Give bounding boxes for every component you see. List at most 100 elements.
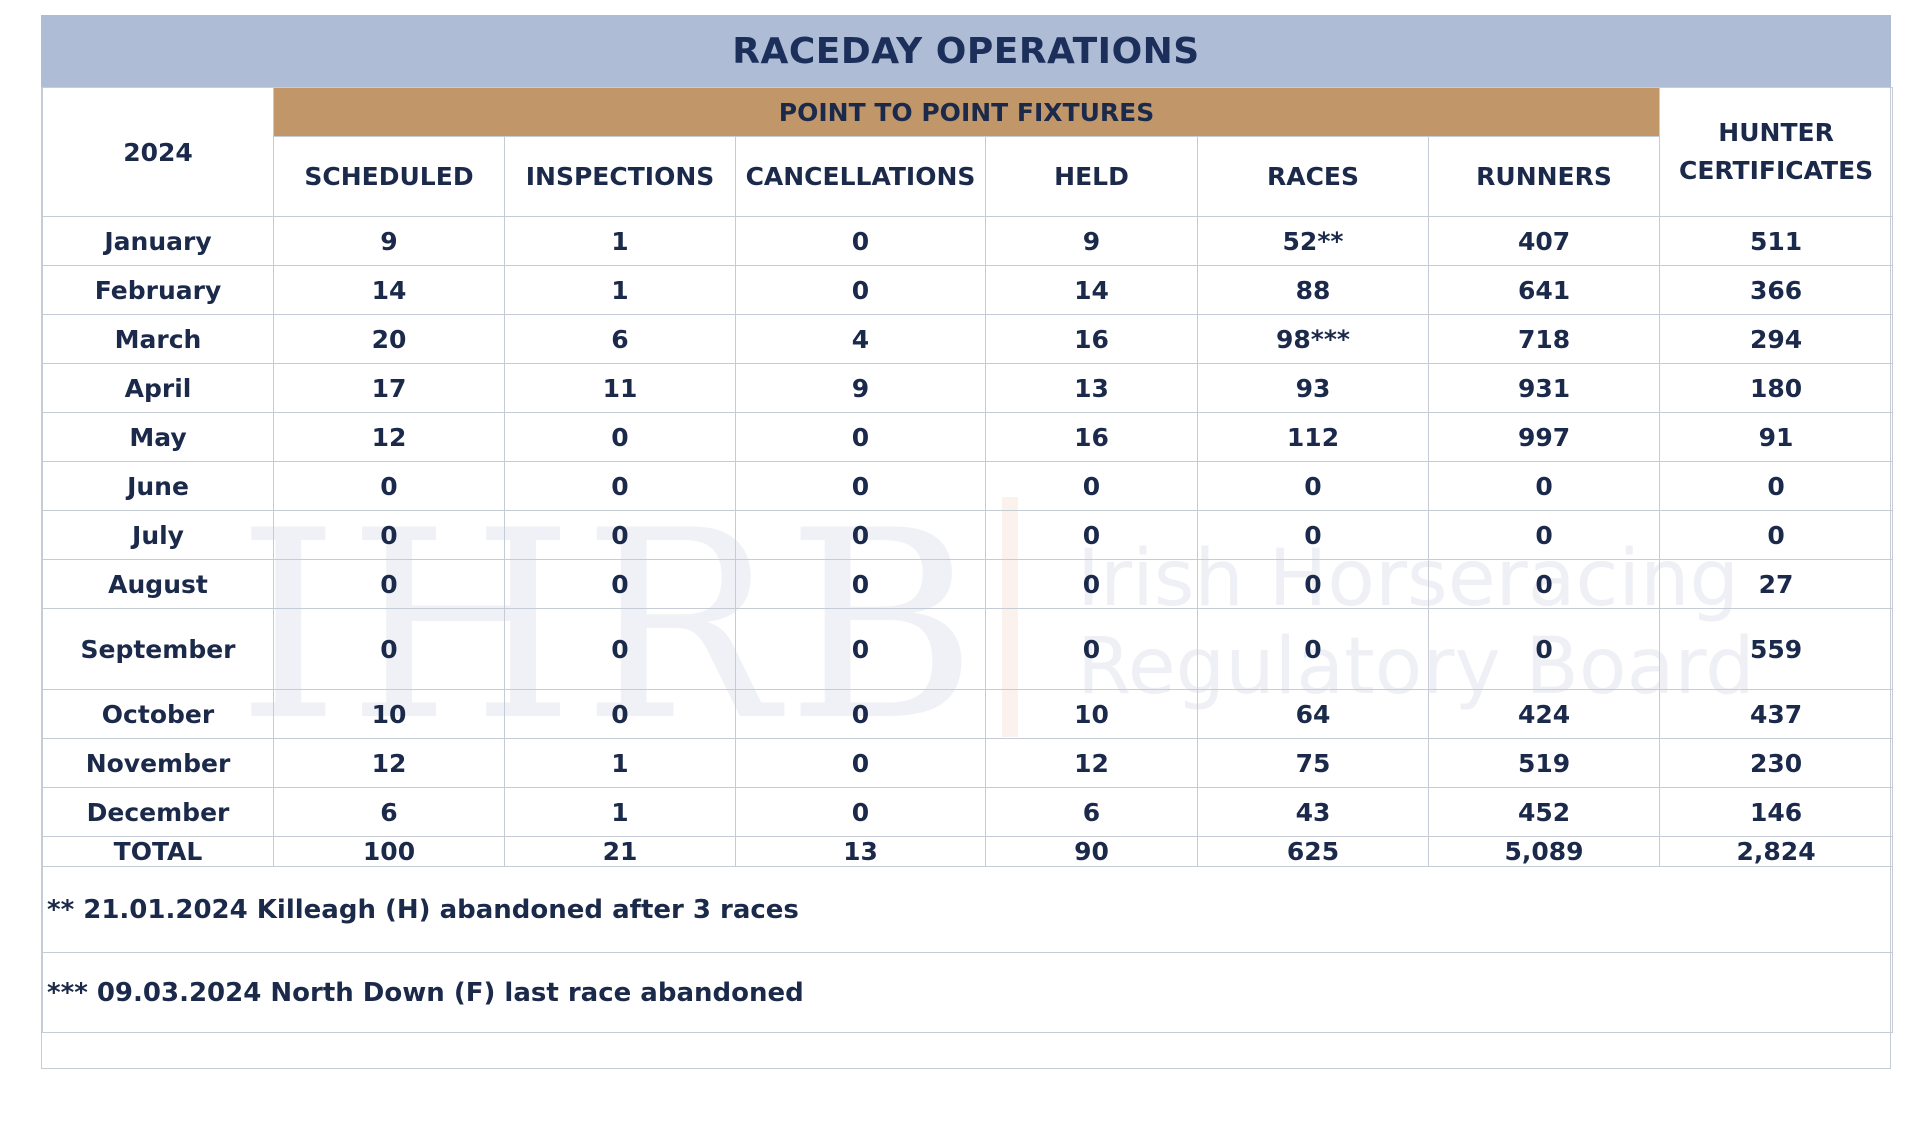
scheduled-cell: 0 bbox=[273, 559, 505, 609]
data-grid: IHRB Irish Horseracing Regulatory Board bbox=[41, 87, 1894, 1069]
column-header-runners: RUNNERS bbox=[1427, 136, 1661, 217]
scheduled-cell: 6 bbox=[273, 787, 505, 837]
total-races: 625 bbox=[1197, 836, 1429, 867]
footnote-row: ** 21.01.2024 Killeagh (H) abandoned aft… bbox=[41, 866, 1894, 953]
cancellations-cell: 0 bbox=[735, 265, 986, 315]
table-row: March 20 6 4 16 98*** 718 294 bbox=[42, 314, 1894, 364]
column-header-scheduled: SCHEDULED bbox=[273, 136, 505, 217]
races-cell: 0 bbox=[1197, 608, 1429, 690]
scheduled-cell: 0 bbox=[273, 608, 505, 690]
hunter-certificates-cell: 437 bbox=[1659, 689, 1894, 739]
cancellations-cell: 0 bbox=[735, 412, 986, 462]
column-header-held: HELD bbox=[985, 136, 1198, 217]
hunter-certificates-cell: 91 bbox=[1659, 412, 1894, 462]
held-cell: 0 bbox=[985, 608, 1198, 690]
scheduled-cell: 14 bbox=[273, 265, 505, 315]
held-cell: 0 bbox=[985, 559, 1198, 609]
cancellations-cell: 0 bbox=[735, 738, 986, 788]
hunter-certificates-cell: 180 bbox=[1659, 363, 1894, 413]
inspections-cell: 6 bbox=[504, 314, 736, 364]
inspections-cell: 0 bbox=[504, 412, 736, 462]
scheduled-cell: 12 bbox=[273, 738, 505, 788]
runners-cell: 997 bbox=[1427, 412, 1661, 462]
cancellations-cell: 4 bbox=[735, 314, 986, 364]
races-cell: 52** bbox=[1197, 216, 1429, 266]
races-cell: 88 bbox=[1197, 265, 1429, 315]
inspections-cell: 1 bbox=[504, 787, 736, 837]
hunter-certificates-cell: 146 bbox=[1659, 787, 1894, 837]
month-cell: April bbox=[42, 363, 274, 413]
total-row: TOTAL 100 21 13 90 625 5,089 2,824 bbox=[42, 836, 1894, 867]
hunter-header-line-2: CERTIFICATES bbox=[1678, 156, 1874, 185]
runners-cell: 0 bbox=[1427, 461, 1661, 511]
races-cell: 112 bbox=[1197, 412, 1429, 462]
table-body: January 9 1 0 9 52** 407 511 February 14 1 0 14 88 641… bbox=[42, 216, 1894, 837]
cancellations-cell: 0 bbox=[735, 216, 986, 266]
hunter-header-line-1: HUNTER bbox=[1718, 118, 1834, 147]
races-cell: 0 bbox=[1197, 461, 1429, 511]
month-cell: August bbox=[42, 559, 274, 609]
total-cancellations: 13 bbox=[735, 836, 986, 867]
inspections-cell: 0 bbox=[504, 608, 736, 690]
column-header-races: RACES bbox=[1197, 136, 1429, 217]
month-cell: October bbox=[42, 689, 274, 739]
runners-cell: 931 bbox=[1427, 363, 1661, 413]
month-cell: November bbox=[42, 738, 274, 788]
runners-cell: 519 bbox=[1427, 738, 1661, 788]
month-cell: December bbox=[42, 787, 274, 837]
inspections-cell: 1 bbox=[504, 738, 736, 788]
cancellations-cell: 0 bbox=[735, 689, 986, 739]
inspections-cell: 0 bbox=[504, 689, 736, 739]
cancellations-cell: 9 bbox=[735, 363, 986, 413]
table-row: October 10 0 0 10 64 424 437 bbox=[42, 689, 1894, 739]
month-cell: February bbox=[42, 265, 274, 315]
hunter-certificates-cell: 366 bbox=[1659, 265, 1894, 315]
footnote-north-down: *** 09.03.2024 North Down (F) last race … bbox=[41, 952, 1894, 1033]
runners-cell: 407 bbox=[1427, 216, 1661, 266]
scheduled-cell: 20 bbox=[273, 314, 505, 364]
table-row: May 12 0 0 16 112 997 91 bbox=[42, 412, 1894, 462]
runners-cell: 0 bbox=[1427, 510, 1661, 560]
point-to-point-fixtures-header: POINT TO POINT FIXTURES bbox=[272, 87, 1661, 137]
table-row: December 6 1 0 6 43 452 146 bbox=[42, 787, 1894, 837]
total-runners: 5,089 bbox=[1427, 836, 1661, 867]
races-cell: 0 bbox=[1197, 510, 1429, 560]
runners-cell: 452 bbox=[1427, 787, 1661, 837]
scheduled-cell: 0 bbox=[273, 510, 505, 560]
year-header: 2024 bbox=[42, 87, 274, 217]
table-row: January 9 1 0 9 52** 407 511 bbox=[42, 216, 1894, 266]
footnote-row: *** 09.03.2024 North Down (F) last race … bbox=[41, 952, 1894, 1033]
table-row: February 14 1 0 14 88 641 366 bbox=[42, 265, 1894, 315]
total-held: 90 bbox=[985, 836, 1198, 867]
cancellations-cell: 0 bbox=[735, 559, 986, 609]
table-row: August 0 0 0 0 0 0 27 bbox=[42, 559, 1894, 609]
month-cell: January bbox=[42, 216, 274, 266]
cancellations-cell: 0 bbox=[735, 510, 986, 560]
scheduled-cell: 17 bbox=[273, 363, 505, 413]
runners-cell: 718 bbox=[1427, 314, 1661, 364]
scheduled-cell: 0 bbox=[273, 461, 505, 511]
cancellations-cell: 0 bbox=[735, 787, 986, 837]
table-row: April 17 11 9 13 93 931 180 bbox=[42, 363, 1894, 413]
inspections-cell: 0 bbox=[504, 510, 736, 560]
month-cell: June bbox=[42, 461, 274, 511]
table-row: June 0 0 0 0 0 0 0 bbox=[42, 461, 1894, 511]
footnote-killeagh: ** 21.01.2024 Killeagh (H) abandoned aft… bbox=[41, 866, 1894, 953]
hunter-certificates-cell: 0 bbox=[1659, 461, 1894, 511]
races-cell: 43 bbox=[1197, 787, 1429, 837]
cancellations-cell: 0 bbox=[735, 461, 986, 511]
total-label: TOTAL bbox=[42, 836, 274, 867]
month-cell: September bbox=[42, 608, 274, 690]
inspections-cell: 0 bbox=[504, 461, 736, 511]
held-cell: 12 bbox=[985, 738, 1198, 788]
column-header-inspections: INSPECTIONS bbox=[504, 136, 736, 217]
races-cell: 98*** bbox=[1197, 314, 1429, 364]
table-row: September 0 0 0 0 0 0 559 bbox=[42, 608, 1894, 690]
held-cell: 16 bbox=[985, 314, 1198, 364]
inspections-cell: 11 bbox=[504, 363, 736, 413]
held-cell: 16 bbox=[985, 412, 1198, 462]
table-row: November 12 1 0 12 75 519 230 bbox=[42, 738, 1894, 788]
hunter-certificates-cell: 27 bbox=[1659, 559, 1894, 609]
inspections-cell: 0 bbox=[504, 559, 736, 609]
hunter-certificates-cell: 0 bbox=[1659, 510, 1894, 560]
